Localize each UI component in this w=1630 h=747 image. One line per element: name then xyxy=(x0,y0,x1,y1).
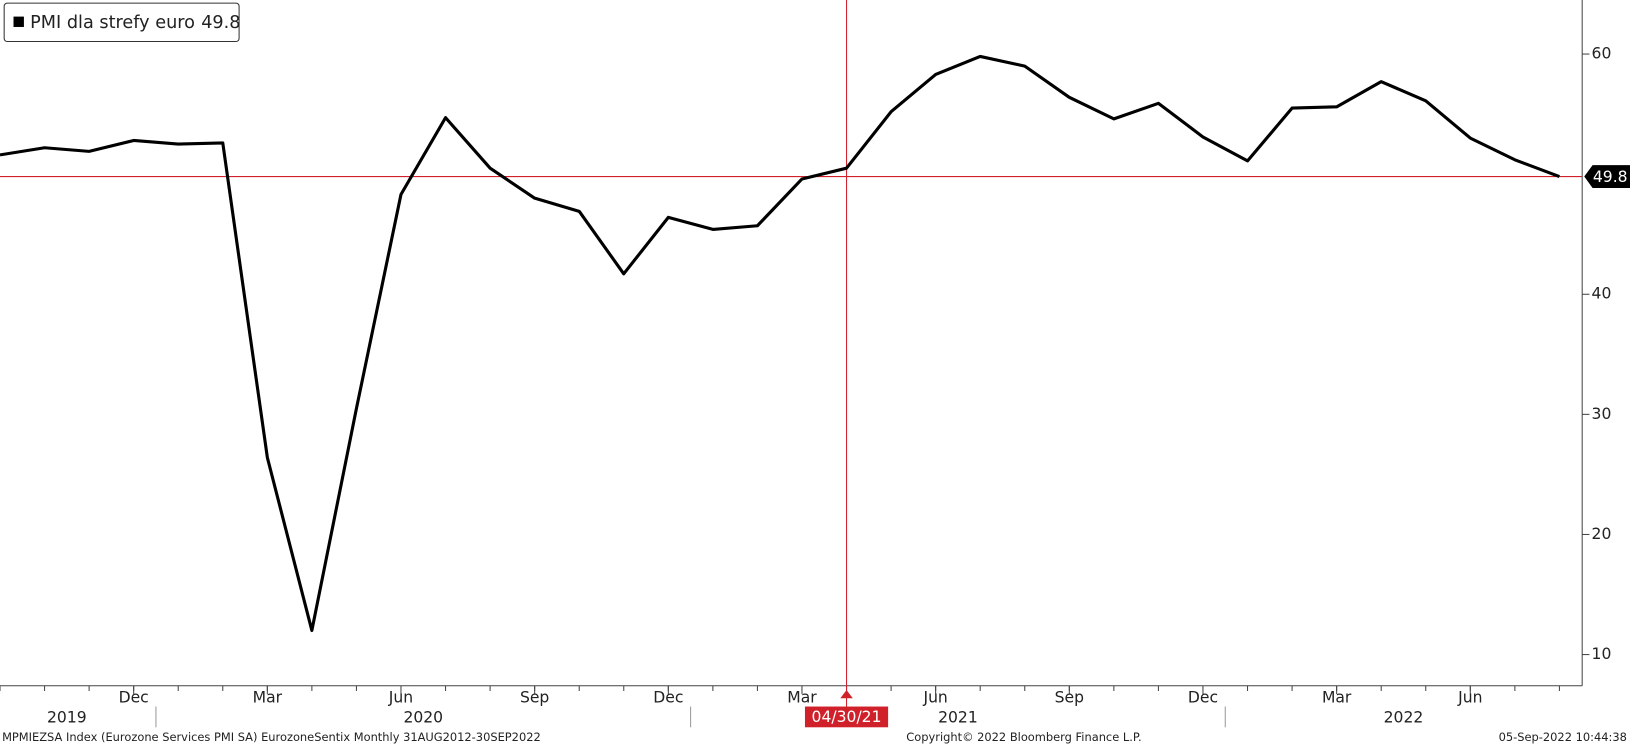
legend-text: PMI dla strefy euro 49.8 xyxy=(30,13,240,33)
y-tick-label: 20 xyxy=(1592,525,1612,543)
x-tick-label: Mar xyxy=(1322,689,1352,707)
legend-box xyxy=(3,2,240,43)
year-label: 2021 xyxy=(938,708,978,726)
crosshair-label: 04/30/21 xyxy=(812,708,882,726)
footer-copyright: Copyright© 2022 Bloomberg Finance L.P. xyxy=(906,730,1141,744)
x-tick-label: Mar xyxy=(787,689,817,707)
x-tick-label: Dec xyxy=(653,689,683,707)
x-tick-label: Mar xyxy=(253,689,283,707)
y-tick-label: 40 xyxy=(1592,285,1612,303)
legend-swatch xyxy=(13,16,24,27)
y-tick-label: 10 xyxy=(1592,645,1612,663)
legend-value: 49.8 xyxy=(201,13,240,33)
year-label: 2019 xyxy=(47,708,87,726)
last-value-label: 49.8 xyxy=(1593,168,1628,186)
footer-timestamp: 05-Sep-2022 10:44:38 xyxy=(1499,730,1627,744)
x-tick-label: Jun xyxy=(922,689,947,707)
y-tick-label: 60 xyxy=(1592,45,1612,63)
x-tick-label: Jun xyxy=(388,689,413,707)
crosshair-badge xyxy=(804,706,889,728)
legend-name: PMI dla strefy euro xyxy=(30,13,195,33)
year-label: 2022 xyxy=(1384,708,1424,726)
x-tick-label: Dec xyxy=(1188,689,1218,707)
x-tick-label: Sep xyxy=(1055,689,1084,707)
x-tick-label: Sep xyxy=(520,689,549,707)
footer-source: MPMIEZSA Index (Eurozone Services PMI SA… xyxy=(2,730,541,744)
y-tick-label: 30 xyxy=(1592,405,1612,423)
x-tick-label: Dec xyxy=(119,689,149,707)
crosshair-marker xyxy=(840,689,853,699)
year-label: 2020 xyxy=(403,708,443,726)
x-tick-label: Jun xyxy=(1457,689,1482,707)
line-series xyxy=(0,54,1560,633)
last-value-badge xyxy=(1584,165,1630,188)
